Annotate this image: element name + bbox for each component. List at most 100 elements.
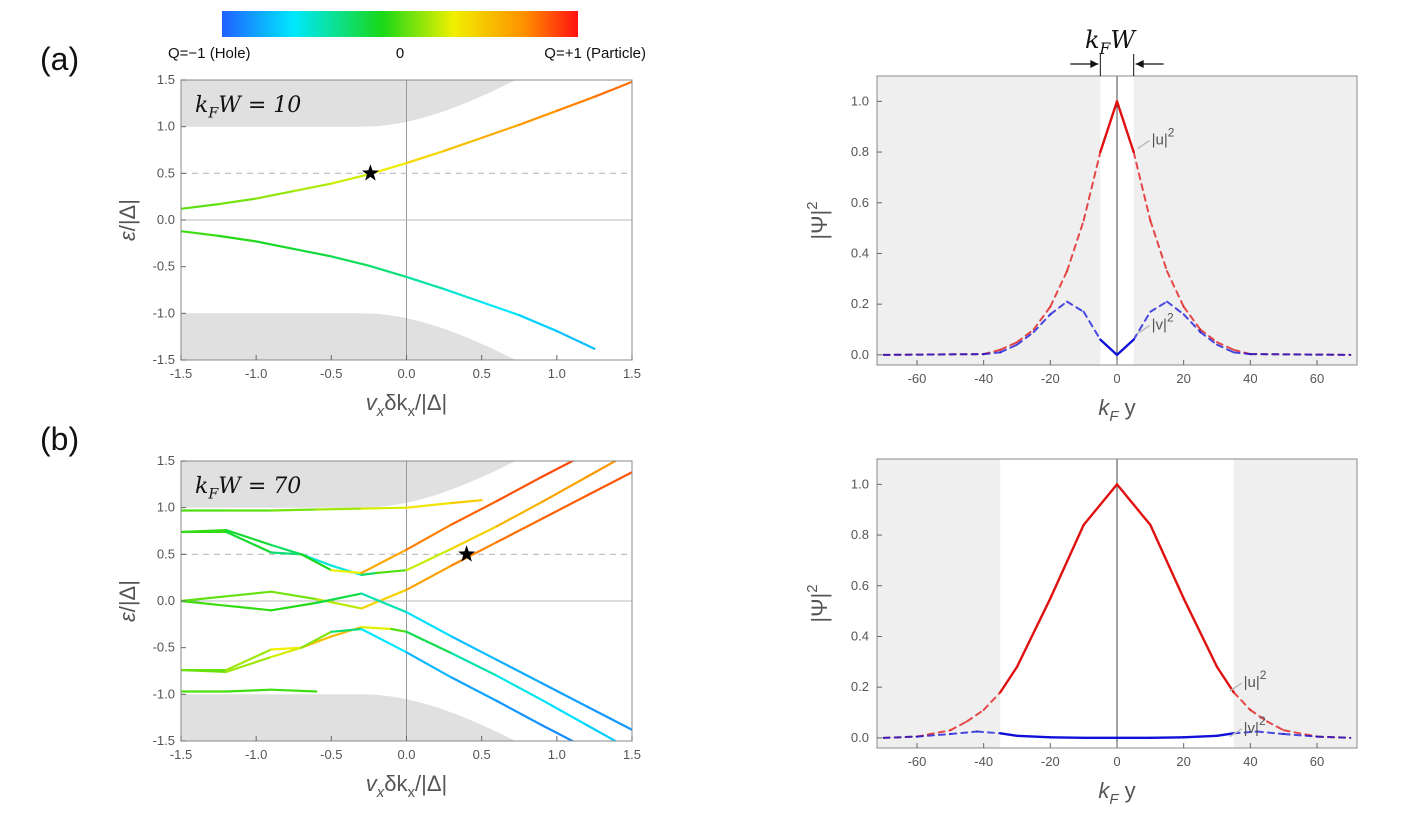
series-segment-dashed xyxy=(1182,305,1202,331)
x-tick-label: 0.5 xyxy=(473,366,491,381)
x-tick-label: -60 xyxy=(908,371,927,386)
series-segment-solid xyxy=(1015,734,1052,739)
series-segment-dashed xyxy=(949,730,978,736)
u-label: |u|2 xyxy=(1152,125,1175,148)
plot-area xyxy=(181,80,632,360)
series-segment-dashed xyxy=(966,708,985,723)
band-segment xyxy=(181,599,228,607)
series-segment-dashed xyxy=(1016,331,1035,346)
band-segment xyxy=(585,471,632,497)
band-segment xyxy=(270,543,303,556)
series-segment-dashed xyxy=(982,351,1002,356)
y-tick-label: 1.0 xyxy=(157,119,175,134)
series-segment-dashed xyxy=(1256,730,1285,736)
band-segment xyxy=(181,203,220,210)
series-segment-solid xyxy=(1149,736,1185,740)
kfw-annotation: kFW = 10 xyxy=(195,93,301,122)
band-segment xyxy=(360,571,378,576)
band-segment xyxy=(360,627,408,654)
y-tick-label: 0.2 xyxy=(851,679,869,694)
series-segment-dashed xyxy=(1266,720,1285,732)
y-tick-label: 0.0 xyxy=(851,730,869,745)
band-segment xyxy=(300,630,333,649)
band-segment xyxy=(540,682,589,708)
band-segment xyxy=(375,569,408,575)
series-segment-dashed xyxy=(882,353,985,356)
series-segment-solid xyxy=(1099,100,1119,154)
y-tick-label: 0.4 xyxy=(851,628,869,643)
panel-label-a: (a) xyxy=(40,41,79,77)
series-segment-dashed xyxy=(1132,151,1152,222)
y-tick-label: -1.5 xyxy=(153,352,175,367)
band-segment xyxy=(181,595,228,603)
colorbar-gradient xyxy=(222,11,578,37)
band-segment xyxy=(360,592,408,614)
band-segment xyxy=(300,553,333,572)
band-segment xyxy=(450,525,498,550)
band-1 xyxy=(181,230,596,350)
v-label-leader xyxy=(1229,728,1243,738)
band-1 xyxy=(181,461,618,576)
x-tick-label: 20 xyxy=(1176,371,1190,386)
y-axis-label: |Ψ|2 xyxy=(804,584,832,622)
band-segment xyxy=(450,635,498,661)
band-5 xyxy=(181,627,575,741)
band-segment xyxy=(405,611,453,638)
band-segment xyxy=(255,240,295,251)
band-segment xyxy=(181,668,228,674)
series-segment-dashed xyxy=(1249,708,1268,723)
x-tick-label: 0 xyxy=(1113,371,1120,386)
x-tick-label: 0.5 xyxy=(473,747,491,762)
series-segment-dashed xyxy=(1232,730,1258,735)
band-segment xyxy=(450,676,498,702)
series-segment-dashed xyxy=(1166,300,1185,316)
x-axis-label: vxδkx/|Δ| xyxy=(366,771,448,801)
band-segment xyxy=(330,627,363,633)
series-segment-dashed xyxy=(1149,219,1168,273)
band-segment xyxy=(405,547,453,572)
y-tick-label: 0.8 xyxy=(851,144,869,159)
outside-region-left xyxy=(877,459,1001,748)
x-tick-label: 1.5 xyxy=(623,366,641,381)
series-segment-dashed xyxy=(882,735,918,739)
band-segment xyxy=(555,95,596,112)
band-segment xyxy=(587,428,632,453)
series-segment-dashed xyxy=(1082,310,1102,341)
band-segment xyxy=(225,655,273,674)
band-segment xyxy=(540,494,589,520)
band-segment xyxy=(540,475,589,504)
y-tick-label: 0.0 xyxy=(851,347,869,362)
band-4 xyxy=(181,428,632,575)
y-tick-label: 0.8 xyxy=(851,527,869,542)
y-tick-label: -1.0 xyxy=(153,686,175,701)
continuum-upper xyxy=(181,80,516,127)
band-segment xyxy=(480,301,521,317)
band-segment xyxy=(405,275,446,291)
y-tick-label: -1.5 xyxy=(153,733,175,748)
band-segment xyxy=(270,508,318,512)
colorbar-left-label: Q=−1 (Hole) xyxy=(168,45,251,62)
series-segment-solid xyxy=(999,732,1019,738)
band-segment xyxy=(405,651,453,679)
band-segment xyxy=(181,528,228,534)
series-segment-dashed xyxy=(1199,328,1218,344)
band-segment xyxy=(442,136,483,153)
series-segment-solid xyxy=(999,665,1019,694)
x-tick-label: 60 xyxy=(1310,754,1324,769)
series-segment-solid xyxy=(1182,734,1219,739)
band-segment xyxy=(330,173,371,185)
x-tick-label: -40 xyxy=(974,754,993,769)
x-axis-label: kF y xyxy=(1098,395,1135,425)
band-segment xyxy=(450,541,498,567)
colorbar: Q=−1 (Hole) 0 Q=+1 (Particle) xyxy=(168,11,646,62)
y-tick-label: 1.0 xyxy=(851,93,869,108)
band-segment xyxy=(540,724,575,741)
plot-b-right: -60 -40 -20 0 20 40 60 0.0 0.2 0.4 0.6 0.8 1.0 |u|2 |v… xyxy=(804,458,1358,808)
y-tick-label: 0.2 xyxy=(851,296,869,311)
y-tick-label: 1.0 xyxy=(157,500,175,515)
series-segment-dashed xyxy=(1166,270,1185,308)
band-segment xyxy=(270,551,303,556)
band-segment xyxy=(270,688,318,693)
plot-a-left: -1.5 -1.0 -0.5 0.0 0.5 1.0 1.5 -1.5 -1.0 -0.5 0.0 0… xyxy=(115,72,641,420)
band-6 xyxy=(181,499,483,512)
